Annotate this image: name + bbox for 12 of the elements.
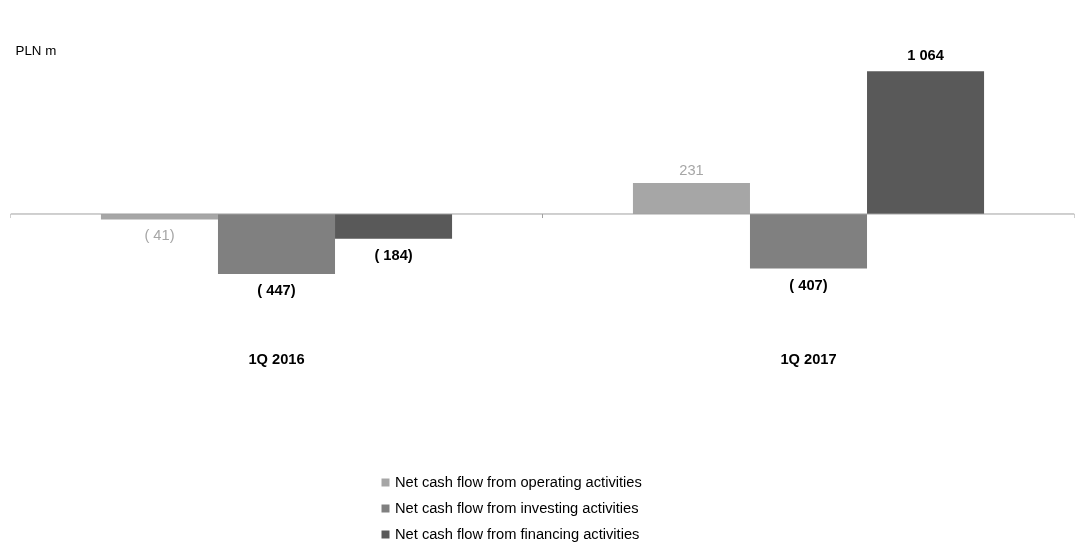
legend-label: Net cash flow from investing activities <box>395 500 639 516</box>
legend-label: Net cash flow from financing activities <box>395 526 640 542</box>
data-label: 231 <box>679 162 704 179</box>
x-tick-label: 1Q 2016 <box>248 351 305 368</box>
data-label: ( 184) <box>374 246 413 263</box>
data-label: ( 447) <box>257 281 296 298</box>
data-label: ( 407) <box>789 276 828 293</box>
y-axis-title: PLN m <box>15 42 57 58</box>
data-label: 1 064 <box>907 47 945 64</box>
legend-label: Net cash flow from operating activities <box>395 474 642 490</box>
x-tick-label: 1Q 2017 <box>780 351 837 368</box>
data-label: ( 41) <box>144 227 175 244</box>
